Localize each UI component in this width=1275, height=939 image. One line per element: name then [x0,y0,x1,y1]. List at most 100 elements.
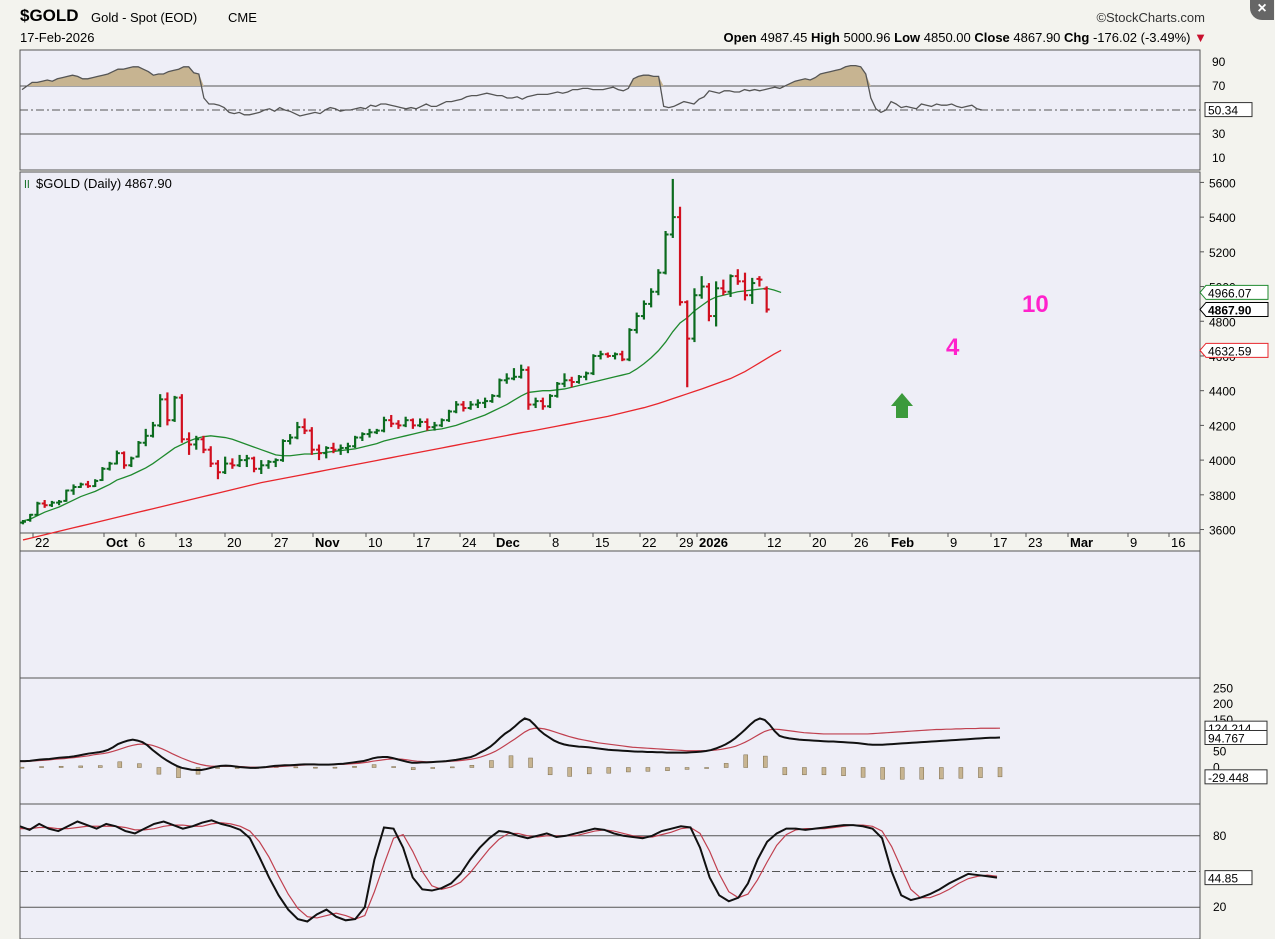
annotation-10: 10 [1022,291,1049,318]
date-tick-label: Feb [891,535,914,550]
ohlc-bar [171,395,178,422]
price-tick-label: 3600 [1209,524,1236,538]
ohlc-bar [70,484,77,495]
ohlc-bar [467,401,474,410]
bar-chart-icon: ǀǀ [24,179,30,191]
ohlc-bar [431,421,438,431]
ohlc-bar [366,428,373,438]
ohlc-bar [121,451,128,469]
high-label: High [810,30,840,45]
date-tick-label: 29 [679,535,693,550]
ohlc-bar [20,519,26,525]
stochastic-panel: 20 80 44.85 [19,819,1253,923]
rsi-value-box [1204,102,1253,118]
ohlc-bar [756,276,763,287]
macd-value-label: -29.448 [1208,771,1249,785]
macd-histogram-bar [841,767,846,776]
stoch-tick-label: 80 [1213,829,1227,843]
date-tick-label: 15 [595,535,609,550]
macd-histogram-bar [997,767,1003,778]
macd-histogram-bar [293,766,299,769]
date-tick-label: 13 [178,535,192,550]
date-tick-label: 12 [767,535,781,550]
ohlc-bar [597,350,604,360]
macd-signal-line [20,727,1001,769]
ohlc-bar [142,428,149,447]
ohlc-bar [604,352,611,358]
macd-histogram-bar [371,764,377,768]
macd-histogram-bar [137,763,142,768]
macd-histogram-bar [39,766,44,768]
date-axis-strip [19,532,1201,552]
stoch-value-label: 44.85 [1208,872,1238,886]
ohlc-bar [445,409,452,422]
ohlc-bar [48,500,55,507]
ohlc-bar [554,382,561,398]
ohlc-bar [561,373,568,388]
ohlc-bar [691,288,698,343]
ohlc-bar [568,376,575,388]
macd-histogram-bar [899,767,905,780]
ohlc-bar [308,427,315,455]
ohlc-bar [424,418,431,431]
ohlc-bar [489,394,496,403]
macd-histogram-bar [450,766,455,769]
ohlc-bar [41,500,48,508]
macd-panel-bg [19,677,1201,805]
macd-histogram-bar [880,767,885,780]
low-value: 4850.00 [923,30,971,45]
ohlc-bar [655,269,662,296]
close-icon[interactable]: × [1250,0,1274,20]
ohlc-bar [381,416,387,433]
ohlc-bar [575,375,582,384]
ohlc-bar [279,439,286,462]
symbol-description: Gold - Spot (EOD) [91,10,198,25]
macd-histogram-bar [352,765,357,768]
ohlc-bar [727,274,734,297]
price-value-box [1199,301,1269,317]
price-value-box [1199,284,1269,300]
macd-histogram-bar [58,765,64,768]
macd-histogram-bar [410,767,416,770]
ohlc-bar [352,435,359,448]
ohlc-bar [251,456,258,473]
macd-histogram-bar [606,767,612,774]
stoch-tick-label: 20 [1213,900,1227,914]
macd-histogram-bar [117,761,123,768]
close-value: 4867.90 [1013,30,1061,45]
macd-tick-label: 200 [1213,697,1233,711]
macd-histogram-bar [821,767,827,776]
macd-line [20,717,1001,772]
ohlc-bar [316,444,323,461]
date-tick-label: 10 [368,535,382,550]
date-tick-label: Nov [315,535,340,550]
date-tick-label: 9 [950,535,957,550]
ohlc-bar [662,231,669,275]
ohlc-bar [92,479,99,488]
date-tick-label: 8 [552,535,559,550]
macd-histogram-bar [332,766,338,769]
macd-histogram-bar [665,767,670,771]
macd-value-label: 94.767 [1208,731,1245,745]
price-tick-label: 4200 [1209,419,1236,433]
ohlc-bar [734,269,741,285]
macd-tick-label: 0 [1213,761,1220,775]
symbol-title: $GOLD [20,6,79,25]
ohlc-bar [301,418,308,435]
price-tick-label: 3800 [1209,489,1236,503]
ohlc-bar [583,371,590,381]
date-tick-label: 20 [227,535,241,550]
chg-value: -176.02 (-3.49%) [1092,30,1191,45]
date-tick-label: 17 [993,535,1007,550]
rsi-tick-label: 70 [1212,79,1226,93]
ohlc-bar [763,286,770,313]
high-value: 5000.96 [843,30,891,45]
ohlc-bar [99,467,106,482]
macd-histogram-bar [626,767,631,773]
price-tick-label: 4400 [1209,385,1236,399]
price-value-box [1199,342,1269,358]
ohlc-bar [236,454,243,468]
date-tick-label: 9 [1130,535,1137,550]
macd-histogram-bar [391,766,396,768]
